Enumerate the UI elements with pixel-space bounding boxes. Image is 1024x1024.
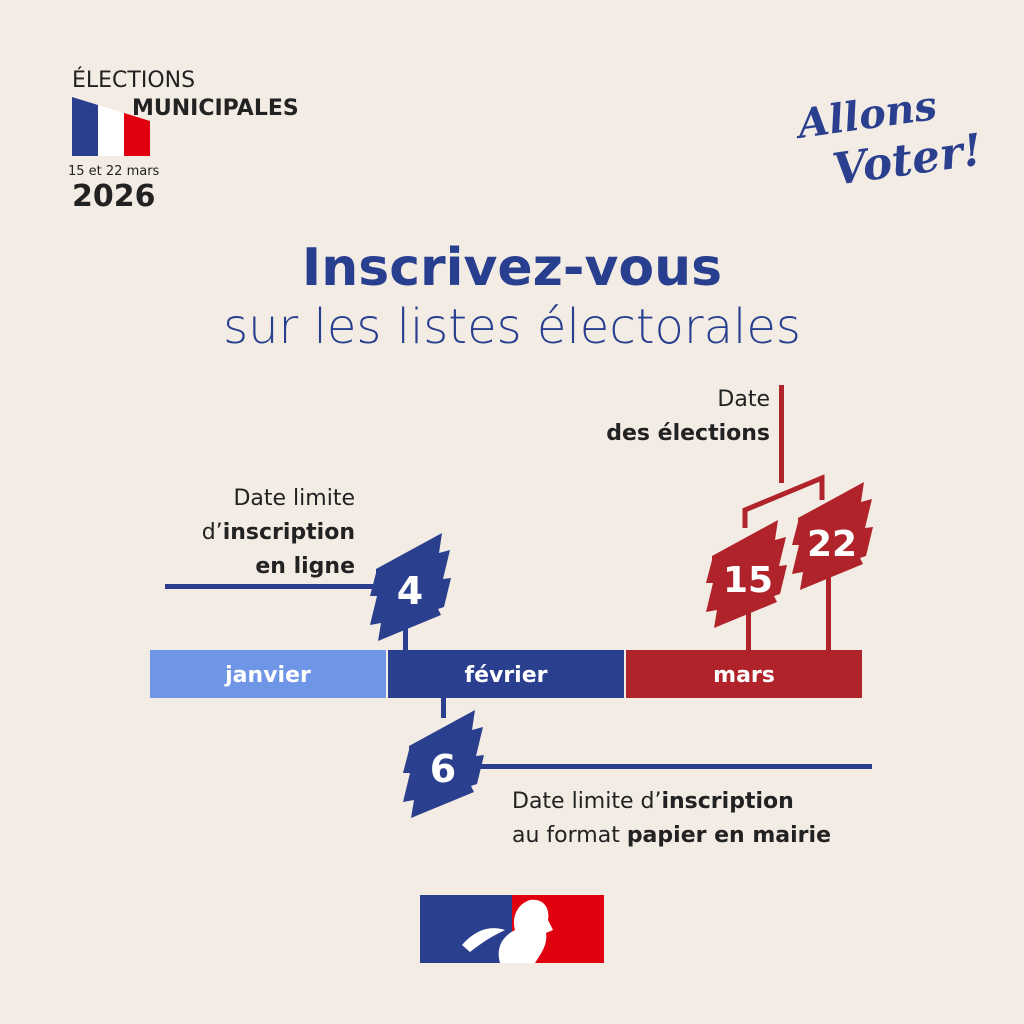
month-label: mars: [713, 663, 775, 688]
header-line2: MUNICIPALES: [132, 96, 299, 121]
paper-deadline: 6 Date limite d’inscription au format pa…: [403, 698, 872, 848]
election-dates: 15 22 Date des élections: [606, 385, 873, 651]
french-flag-icon: [72, 97, 150, 156]
badge-day: 22: [807, 524, 857, 565]
month-janvier: [150, 650, 386, 698]
label-line: d’inscription: [202, 520, 355, 545]
label-line: Date: [717, 387, 770, 412]
label-line: des élections: [606, 421, 770, 446]
online-deadline: 4 Date limite d’inscription en ligne: [165, 486, 451, 651]
label-line: au format papier en mairie: [512, 823, 831, 848]
month-label: janvier: [224, 663, 311, 688]
label-line: Date limite: [233, 486, 355, 511]
badge-day: 4: [397, 569, 423, 613]
marianne-logo: [420, 895, 604, 963]
header-dates: 15 et 22 mars: [68, 164, 160, 179]
month-label: février: [465, 663, 548, 688]
election-header: ÉLECTIONS MUNICIPALES 15 et 22 mars 2026: [68, 67, 299, 214]
month-mars: [626, 650, 862, 698]
month-bar: janvier février mars: [150, 650, 862, 698]
title-bold: Inscrivez-vous: [302, 238, 722, 298]
label-line: en ligne: [255, 554, 355, 579]
badge-day: 6: [430, 747, 456, 791]
title-light: sur les listes électorales: [223, 299, 801, 355]
header-year: 2026: [72, 179, 156, 214]
label-line: Date limite d’inscription: [512, 789, 794, 814]
badge-day: 15: [723, 560, 773, 601]
month-fevrier: [388, 650, 624, 698]
allons-voter-slogan: Allons Voter!: [791, 82, 985, 196]
header-line1: ÉLECTIONS: [72, 67, 195, 93]
